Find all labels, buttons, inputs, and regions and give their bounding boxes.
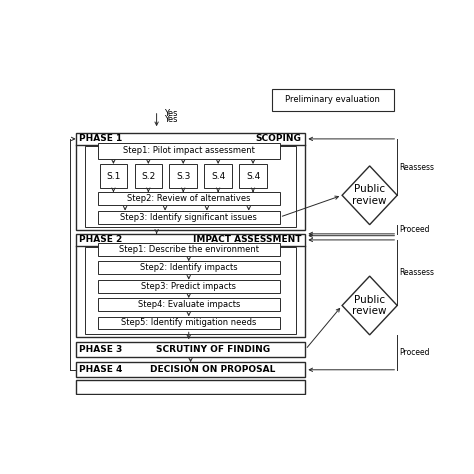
- Text: S.1: S.1: [106, 172, 120, 181]
- Bar: [98, 192, 280, 205]
- Text: PHASE 4: PHASE 4: [80, 365, 123, 374]
- Text: Yes: Yes: [164, 109, 177, 118]
- Text: Public
review: Public review: [352, 184, 387, 206]
- Bar: [76, 342, 305, 357]
- Text: Public
review: Public review: [352, 295, 387, 316]
- Bar: [204, 164, 232, 188]
- Text: Reassess: Reassess: [399, 163, 434, 172]
- Bar: [76, 234, 305, 337]
- Text: S.2: S.2: [141, 172, 155, 181]
- Bar: [239, 164, 267, 188]
- Text: Step3: Predict impacts: Step3: Predict impacts: [141, 282, 236, 291]
- Polygon shape: [342, 276, 397, 335]
- Text: Step1: Pilot impact assessment: Step1: Pilot impact assessment: [123, 146, 255, 155]
- Polygon shape: [342, 166, 397, 225]
- Text: IMPACT ASSESSMENT: IMPACT ASSESSMENT: [193, 236, 301, 245]
- Text: PHASE 3: PHASE 3: [80, 345, 123, 354]
- Text: Preliminary evaluation: Preliminary evaluation: [285, 95, 380, 104]
- Bar: [98, 143, 280, 158]
- Bar: [135, 164, 162, 188]
- Bar: [98, 243, 280, 256]
- Bar: [169, 164, 197, 188]
- Text: Reassess: Reassess: [399, 268, 434, 277]
- Bar: [85, 247, 296, 334]
- Bar: [98, 280, 280, 292]
- Text: S.3: S.3: [176, 172, 191, 181]
- Bar: [100, 164, 127, 188]
- Text: Yes: Yes: [164, 116, 177, 125]
- Bar: [85, 146, 296, 227]
- Text: Step4: Evaluate impacts: Step4: Evaluate impacts: [137, 300, 240, 309]
- Bar: [76, 380, 305, 393]
- Bar: [98, 298, 280, 311]
- Bar: [76, 133, 305, 230]
- Bar: [98, 317, 280, 329]
- Text: PHASE 1: PHASE 1: [80, 135, 123, 144]
- Text: SCOPING: SCOPING: [256, 135, 301, 144]
- Text: Step2: Identify impacts: Step2: Identify impacts: [140, 264, 237, 273]
- Bar: [272, 89, 393, 111]
- Text: S.4: S.4: [211, 172, 225, 181]
- Text: PHASE 2: PHASE 2: [80, 236, 123, 245]
- Bar: [98, 211, 280, 224]
- Bar: [98, 262, 280, 274]
- Text: SCRUTINY OF FINDING: SCRUTINY OF FINDING: [155, 345, 270, 354]
- Bar: [76, 363, 305, 377]
- Text: S.4: S.4: [246, 172, 260, 181]
- Text: Step3: Identify significant issues: Step3: Identify significant issues: [120, 213, 257, 222]
- Text: Step5: Identify mitigation needs: Step5: Identify mitigation needs: [121, 319, 256, 328]
- Text: Step2: Review of alternatives: Step2: Review of alternatives: [127, 194, 250, 203]
- Text: Step1: Describe the environment: Step1: Describe the environment: [119, 245, 259, 254]
- Text: Proceed: Proceed: [399, 225, 429, 234]
- Text: Proceed: Proceed: [399, 348, 429, 357]
- Text: DECISION ON PROPOSAL: DECISION ON PROPOSAL: [150, 365, 275, 374]
